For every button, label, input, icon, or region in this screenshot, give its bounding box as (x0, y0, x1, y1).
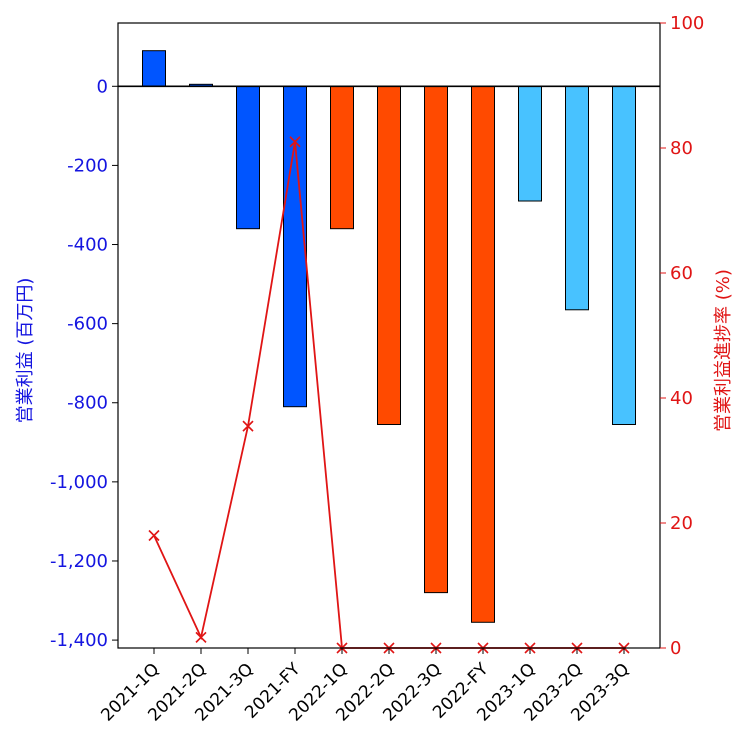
right-tick-label: 100 (670, 13, 704, 34)
left-tick-label: -400 (67, 235, 108, 256)
progress-marker-2021-2Q (195, 631, 207, 643)
bar-2022-2Q (377, 85, 401, 426)
progress-marker-2021-3Q (242, 420, 254, 432)
left-tick-label: -800 (67, 393, 108, 414)
left-tick-label: -1,000 (50, 472, 108, 493)
left-tick-label: -600 (67, 314, 108, 335)
bar-2023-3Q (612, 85, 636, 426)
bar-2023-2Q (565, 85, 589, 311)
right-tick-label: 40 (670, 388, 693, 409)
left-tick-label: -1,200 (50, 551, 108, 572)
right-tick-label: 0 (670, 638, 681, 659)
right-axis-label: 営業利益進捗率 (%) (713, 269, 734, 432)
bar-2022-1Q (330, 85, 354, 230)
right-tick-label: 60 (670, 263, 693, 284)
left-axis-label: 営業利益 (百万円) (15, 278, 36, 424)
bar-2021-FY (283, 85, 307, 408)
progress-marker-2021-1Q (148, 529, 160, 542)
bar-2021-3Q (236, 85, 260, 230)
progress-marker-2021-FY (289, 136, 301, 148)
right-tick-label: 80 (670, 138, 693, 159)
left-tick-label: 0 (97, 76, 108, 97)
bar-2022-FY (471, 85, 495, 623)
bar-2021-1Q (142, 50, 166, 87)
bar-2023-1Q (518, 85, 542, 202)
left-tick-label: -200 (67, 155, 108, 176)
left-tick-label: -1,400 (50, 630, 108, 651)
bars-layer (142, 50, 636, 623)
bar-2022-3Q (424, 85, 448, 594)
right-tick-label: 20 (670, 513, 693, 534)
